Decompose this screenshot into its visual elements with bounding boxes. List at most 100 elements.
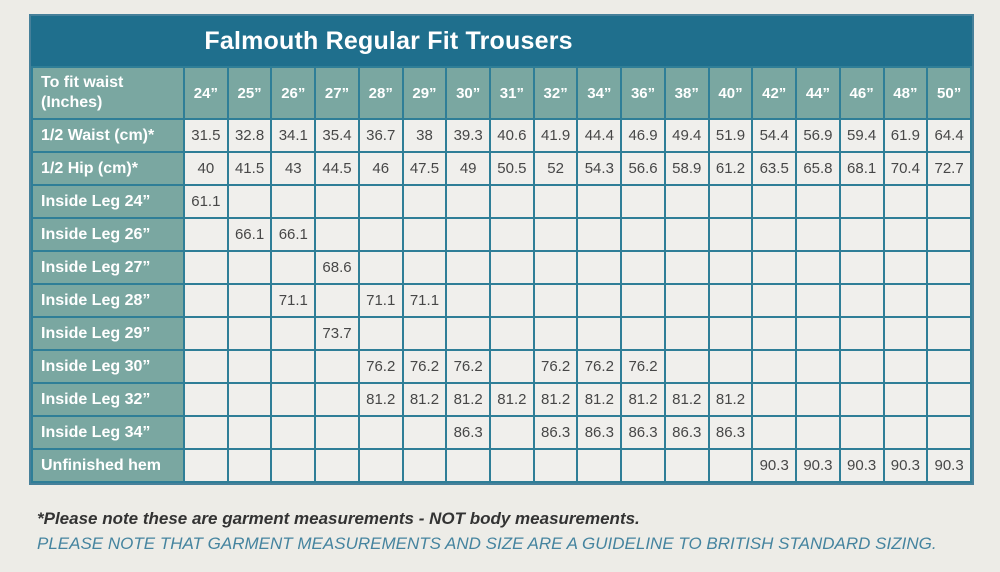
measurement-cell bbox=[751, 250, 798, 285]
measurement-cell bbox=[314, 184, 360, 219]
measurement-cell bbox=[445, 283, 492, 318]
table-row: Inside Leg 27” 68.6 bbox=[31, 250, 972, 285]
measurement-cell bbox=[489, 316, 535, 351]
measurement-cell bbox=[795, 283, 841, 318]
measurement-cell: 61.1 bbox=[183, 184, 229, 219]
measurement-cell: 34.1 bbox=[270, 118, 317, 153]
measurement-cell bbox=[270, 382, 317, 417]
measurement-cell bbox=[183, 283, 229, 318]
measurement-cell bbox=[401, 184, 448, 219]
measurement-cell: 47.5 bbox=[401, 151, 448, 186]
measurement-cell bbox=[357, 184, 404, 219]
measurement-cell bbox=[445, 316, 492, 351]
size-column-header: 46” bbox=[838, 66, 885, 120]
measurement-cell: 40.6 bbox=[489, 118, 535, 153]
measurement-cell bbox=[445, 184, 492, 219]
measurement-cell bbox=[489, 283, 535, 318]
measurement-cell bbox=[795, 250, 841, 285]
measurement-cell: 68.1 bbox=[838, 151, 885, 186]
measurement-cell bbox=[314, 415, 360, 450]
measurement-cell: 76.2 bbox=[357, 349, 404, 384]
measurement-cell: 41.5 bbox=[226, 151, 273, 186]
measurement-cell: 81.2 bbox=[401, 382, 448, 417]
row-label: Inside Leg 28” bbox=[31, 283, 185, 318]
measurement-cell: 81.2 bbox=[445, 382, 492, 417]
measurement-cell bbox=[226, 250, 273, 285]
measurement-cell bbox=[576, 217, 623, 252]
measurement-cell: 90.3 bbox=[882, 448, 929, 483]
table-row: 1/2 Waist (cm)* 31.5 32.8 34.1 35.4 36.7 38 39.… bbox=[31, 118, 972, 153]
measurement-cell: 63.5 bbox=[751, 151, 798, 186]
title-wrapper: Falmouth Regular Fit Trousers bbox=[31, 27, 746, 56]
measurement-cell bbox=[576, 184, 623, 219]
measurement-cell bbox=[183, 448, 229, 483]
size-column-header: 27” bbox=[314, 66, 360, 120]
row-label: 1/2 Hip (cm)* bbox=[31, 151, 185, 186]
measurement-cell: 81.2 bbox=[663, 382, 710, 417]
measurement-cell bbox=[838, 349, 885, 384]
measurement-cell bbox=[707, 349, 754, 384]
measurement-cell bbox=[926, 250, 972, 285]
measurement-cell bbox=[314, 217, 360, 252]
measurement-cell bbox=[926, 184, 972, 219]
measurement-cell bbox=[620, 448, 666, 483]
measurement-cell bbox=[532, 316, 579, 351]
table-row: Inside Leg 28” 71.1 71.1 71.1 bbox=[31, 283, 972, 318]
measurement-cell: 68.6 bbox=[314, 250, 360, 285]
measurement-cell: 46.9 bbox=[620, 118, 666, 153]
row-label: Unfinished hem bbox=[31, 448, 185, 483]
measurement-cell bbox=[926, 382, 972, 417]
measurement-cell bbox=[620, 250, 666, 285]
measurement-cell bbox=[751, 184, 798, 219]
garment-measurements-note: *Please note these are garment measureme… bbox=[37, 509, 640, 528]
measurement-cell: 39.3 bbox=[445, 118, 492, 153]
table-row: Inside Leg 34” 86.3 86.3 86.3 86.3 86.3 86.3 bbox=[31, 415, 972, 450]
measurement-cell bbox=[838, 382, 885, 417]
measurement-cell: 72.7 bbox=[926, 151, 972, 186]
measurement-cell bbox=[620, 283, 666, 318]
measurement-cell bbox=[882, 217, 929, 252]
size-column-header: 34” bbox=[576, 66, 623, 120]
measurement-cell bbox=[620, 316, 666, 351]
measurement-cell bbox=[882, 382, 929, 417]
measurement-cell: 31.5 bbox=[183, 118, 229, 153]
row-label: Inside Leg 34” bbox=[31, 415, 185, 450]
measurement-cell: 52 bbox=[532, 151, 579, 186]
measurement-cell: 65.8 bbox=[795, 151, 841, 186]
measurement-cell bbox=[576, 448, 623, 483]
measurement-cell: 56.9 bbox=[795, 118, 841, 153]
measurement-cell bbox=[663, 349, 710, 384]
measurement-cell bbox=[663, 316, 710, 351]
measurement-cell: 86.3 bbox=[663, 415, 710, 450]
measurement-cell bbox=[401, 250, 448, 285]
size-column-header: 25” bbox=[226, 66, 273, 120]
measurement-cell bbox=[357, 316, 404, 351]
measurement-cell: 90.3 bbox=[751, 448, 798, 483]
measurement-cell: 70.4 bbox=[882, 151, 929, 186]
measurement-cell: 54.4 bbox=[751, 118, 798, 153]
measurement-cell bbox=[270, 250, 317, 285]
row-label: Inside Leg 24” bbox=[31, 184, 185, 219]
size-table-body: 1/2 Waist (cm)* 31.5 32.8 34.1 35.4 36.7 38 39.… bbox=[31, 118, 972, 483]
measurement-cell bbox=[751, 382, 798, 417]
table-row: Inside Leg 30” 76.2 76.2 76.2 76.2 76.2 76.2 bbox=[31, 349, 972, 384]
measurement-cell bbox=[882, 415, 929, 450]
measurement-cell bbox=[226, 415, 273, 450]
sizing-guideline-note: PLEASE NOTE THAT GARMENT MEASUREMENTS AN… bbox=[37, 534, 937, 553]
measurement-cell bbox=[926, 217, 972, 252]
measurement-cell bbox=[270, 448, 317, 483]
measurement-cell: 90.3 bbox=[838, 448, 885, 483]
size-column-header: 24” bbox=[183, 66, 229, 120]
measurement-cell: 44.4 bbox=[576, 118, 623, 153]
measurement-cell: 81.2 bbox=[532, 382, 579, 417]
row-label: Inside Leg 30” bbox=[31, 349, 185, 384]
measurement-cell bbox=[532, 283, 579, 318]
measurement-cell: 76.2 bbox=[532, 349, 579, 384]
measurement-cell: 44.5 bbox=[314, 151, 360, 186]
size-column-header: 28” bbox=[357, 66, 404, 120]
measurement-cell bbox=[882, 283, 929, 318]
measurement-cell bbox=[183, 382, 229, 417]
measurement-cell: 76.2 bbox=[445, 349, 492, 384]
measurement-cell bbox=[663, 217, 710, 252]
measurement-cell bbox=[882, 316, 929, 351]
